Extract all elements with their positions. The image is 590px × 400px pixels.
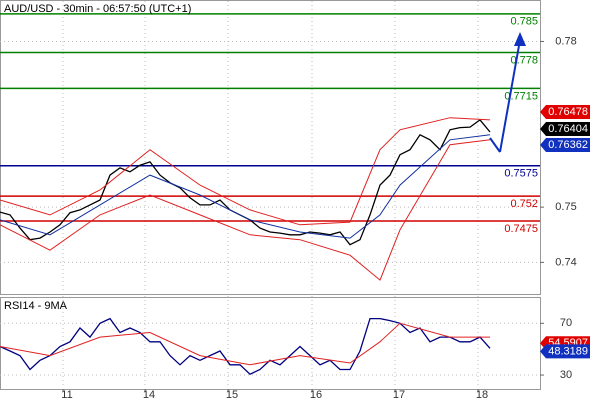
- price-panel: [0, 0, 541, 295]
- price-tag: [540, 105, 590, 119]
- arrow-head: [514, 32, 526, 46]
- x-tick-label: 17: [393, 389, 405, 400]
- level-label: 0.785: [510, 16, 538, 28]
- price-tag-label: 0.76404: [548, 123, 588, 135]
- series-line: [0, 317, 491, 375]
- level-label: 0.7575: [504, 168, 538, 180]
- forecast-arrow: [499, 39, 521, 153]
- price-tag: [540, 138, 590, 152]
- level-label: 0.7475: [504, 223, 538, 235]
- forecast-arrow: [489, 137, 501, 153]
- x-tick-label: 15: [226, 389, 238, 400]
- x-tick-label: 16: [310, 389, 322, 400]
- x-tick-label: 18: [476, 389, 488, 400]
- x-tick-label: 14: [143, 389, 155, 400]
- y-tick-label: 0.75: [555, 201, 576, 213]
- y-tick-label: 70: [560, 317, 572, 329]
- price-tag-label: 48.3189: [548, 345, 588, 357]
- level-label: 0.752: [510, 198, 538, 210]
- series-line: [0, 139, 491, 281]
- price-tag: [540, 344, 590, 359]
- price-tag-label: 0.76362: [548, 139, 588, 151]
- series-line: [0, 322, 490, 366]
- x-tick-label: 11: [61, 389, 72, 400]
- level-label: 0.7715: [504, 90, 538, 102]
- y-tick-label: 0.74: [555, 256, 576, 268]
- price-tag: [540, 122, 590, 136]
- series-line: [0, 134, 491, 239]
- series-line: [0, 117, 491, 226]
- y-tick-label: 30: [560, 369, 572, 381]
- chart-title: AUD/USD - 30min - 06:57:50 (UTC+1): [4, 3, 191, 15]
- price-tag-label: 0.76478: [548, 106, 588, 118]
- y-tick-label: 0.78: [555, 35, 576, 47]
- rsi-title: RSI14 - 9MA: [4, 300, 68, 312]
